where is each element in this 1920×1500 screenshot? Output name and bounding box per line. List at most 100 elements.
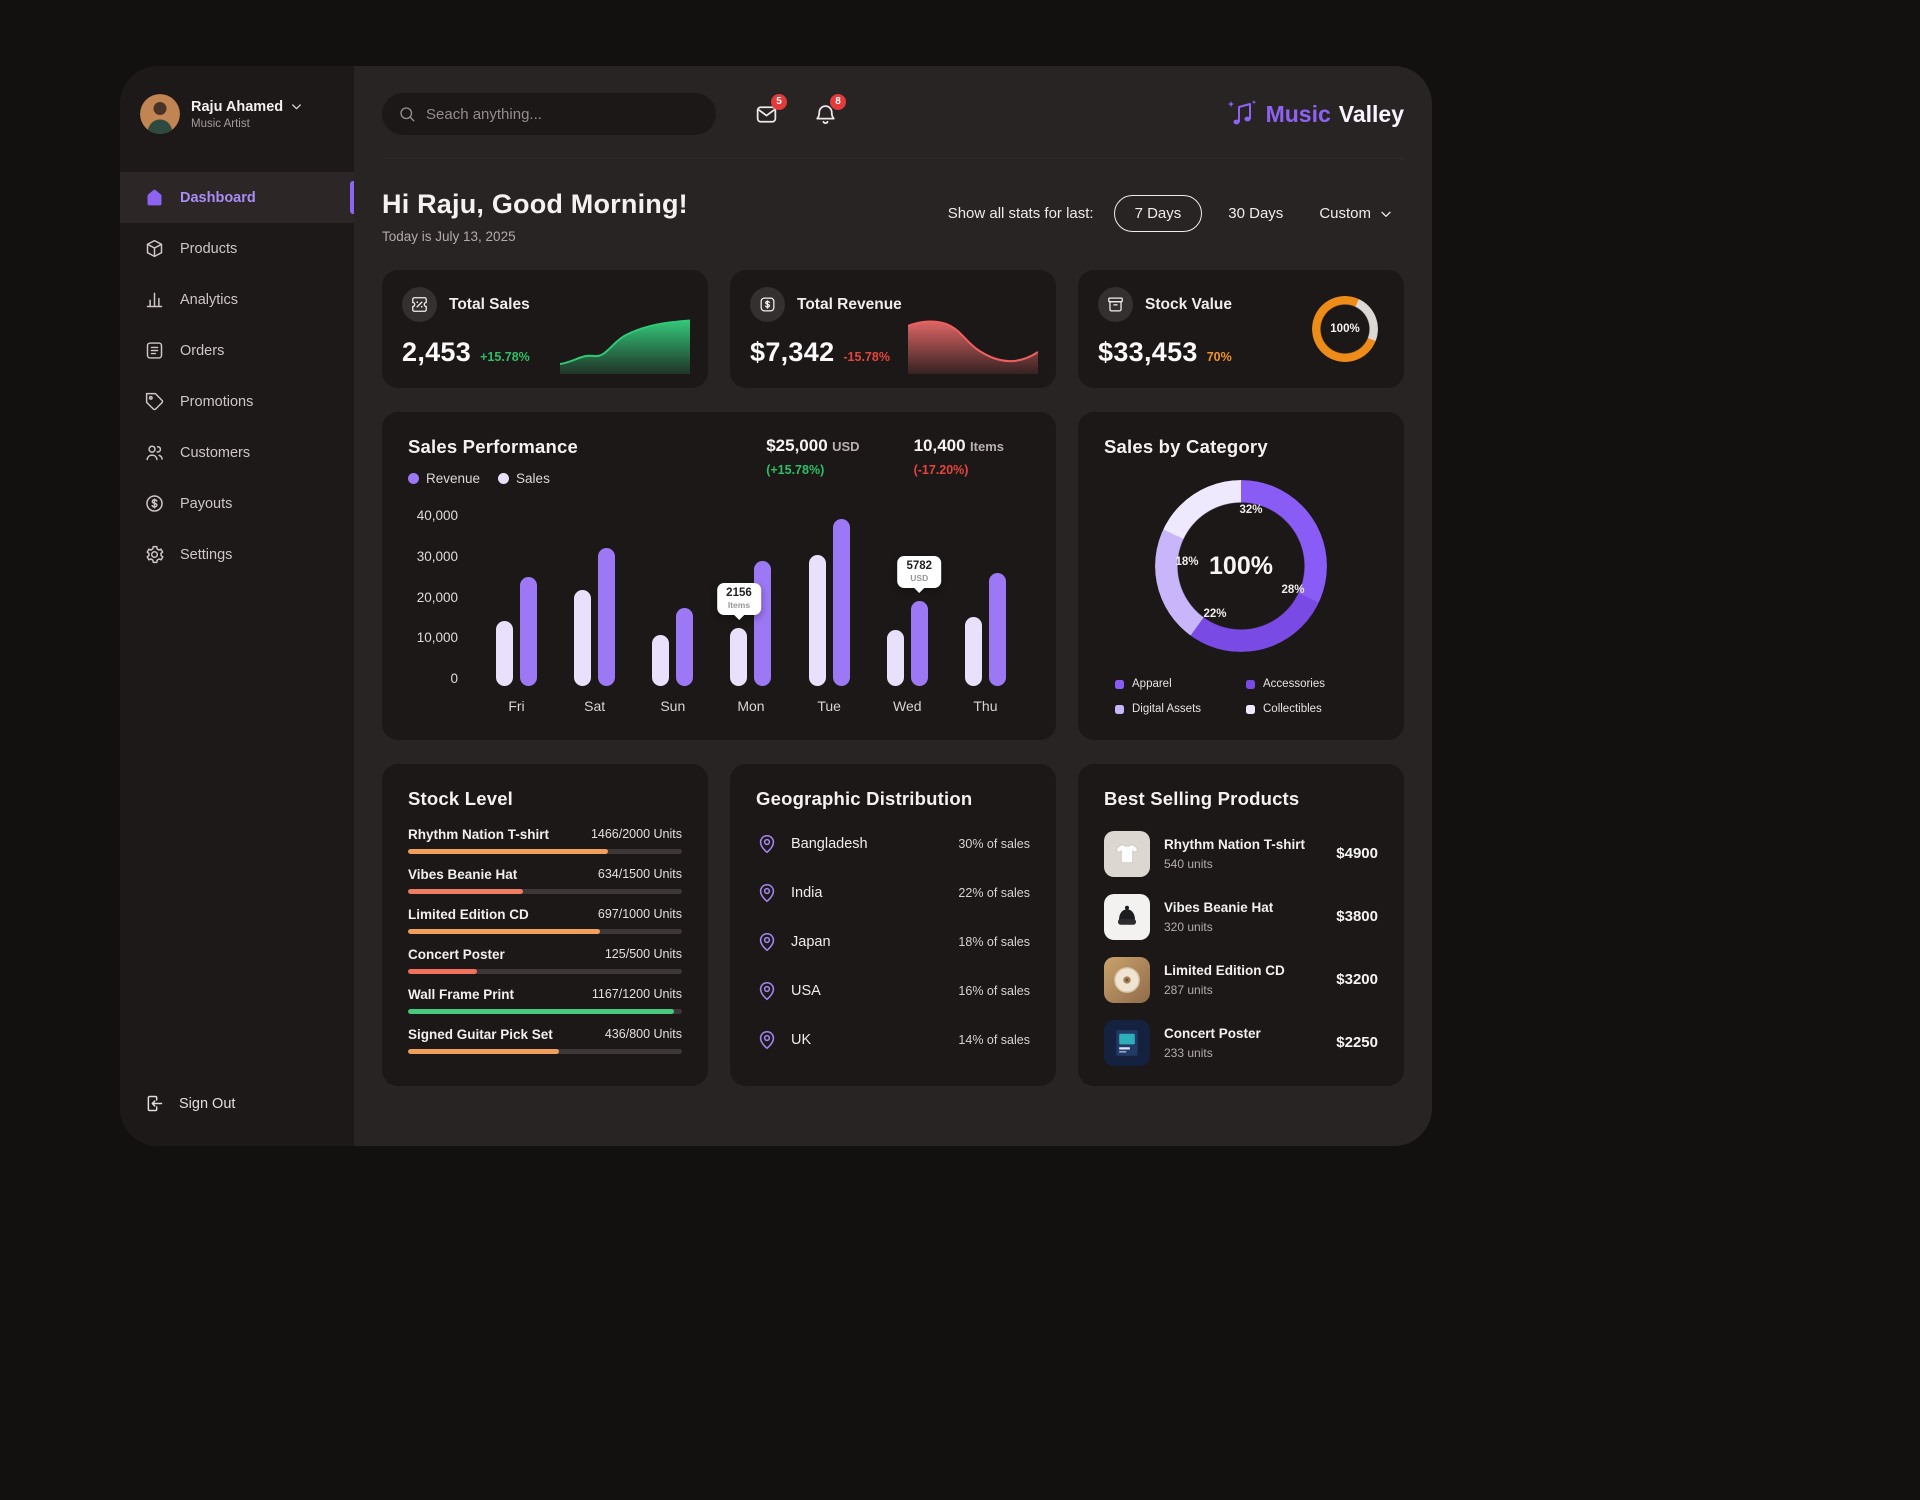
sidebar-item-label: Analytics: [180, 291, 239, 308]
stock-item-units: 125/500 Units: [604, 947, 682, 961]
bar-thu-sales[interactable]: [964, 617, 982, 686]
bar-mon-revenue[interactable]: [754, 561, 772, 686]
stat-title: Stock Value: [1145, 295, 1233, 313]
filter-custom[interactable]: Custom: [1309, 196, 1404, 231]
x-tick-thu: Thu: [973, 698, 998, 714]
discount-ticket-icon: [402, 287, 437, 322]
filter-7-days[interactable]: 7 Days: [1113, 195, 1203, 232]
sales-x-axis: Fri Sat Sun Mon Tue Wed Thu: [472, 698, 1030, 714]
y-tick: 40,000: [416, 508, 458, 523]
location-pin-icon: [756, 833, 778, 855]
y-tick: 0: [450, 671, 458, 686]
bar-thu-revenue[interactable]: [988, 572, 1006, 686]
notifications-button[interactable]: 8: [813, 93, 846, 127]
bar-sat-sales[interactable]: [574, 590, 592, 686]
bar-fri-sales[interactable]: [496, 621, 513, 686]
stock-progress-track: [408, 849, 682, 854]
stock-value-card: Stock Value $33,453 70% 100%: [1078, 270, 1404, 388]
main-content: 5 8 Music Valley Hi Raju, Good Morning! …: [354, 66, 1432, 1146]
bar-wed-revenue[interactable]: [910, 601, 928, 686]
product-price: $3800: [1336, 908, 1378, 925]
sidebar-item-analytics[interactable]: Analytics: [120, 274, 354, 325]
geo-item-japan: Japan 18% of sales: [756, 917, 1030, 966]
stock-item-name: Vibes Beanie Hat: [408, 867, 518, 882]
stock-item-units: 634/1500 Units: [597, 867, 682, 881]
ring-percent-label: 100%: [1330, 323, 1360, 335]
bar-tue-sales[interactable]: [808, 554, 826, 686]
stock-progress-fill: [408, 1049, 559, 1054]
best-selling-item[interactable]: Vibes Beanie Hat 320 units $3800: [1104, 885, 1378, 948]
best-selling-item[interactable]: Rhythm Nation T-shirt 540 units $4900: [1104, 822, 1378, 885]
best-selling-list: Rhythm Nation T-shirt 540 units $4900 Vibes…: [1104, 822, 1378, 1074]
bar-sun-revenue[interactable]: [676, 608, 694, 686]
stock-item-units: 697/1000 Units: [597, 907, 682, 921]
sidebar-item-orders[interactable]: Orders: [120, 325, 354, 376]
geo-share: 30% of sales: [958, 836, 1030, 851]
filter-30-days[interactable]: 30 Days: [1218, 196, 1293, 231]
donut-slice-label-collectibles: 18%: [1175, 556, 1199, 568]
location-pin-icon: [756, 882, 778, 904]
bar-tue-revenue[interactable]: [832, 519, 850, 686]
geo-country: Bangladesh: [791, 835, 868, 852]
best-selling-item[interactable]: Concert Poster 233 units $2250: [1104, 1011, 1378, 1074]
stock-item-units: 436/800 Units: [604, 1027, 682, 1041]
app-logo: Music Valley: [1226, 98, 1404, 130]
logo-text-secondary: Valley: [1338, 100, 1404, 127]
stock-progress-fill: [408, 1009, 674, 1014]
y-tick: 30,000: [416, 548, 458, 564]
sidebar-item-dashboard[interactable]: Dashboard: [120, 172, 354, 223]
category-donut-ring[interactable]: [1155, 480, 1327, 652]
donut-slice-label-accessories: 28%: [1281, 584, 1305, 596]
geo-country: USA: [791, 982, 821, 999]
sidebar-item-promotions[interactable]: Promotions: [120, 376, 354, 427]
total-sales-delta: +15.78%: [480, 350, 530, 364]
sidebar-item-label: Dashboard: [180, 189, 256, 206]
x-tick-sat: Sat: [584, 698, 606, 714]
geo-item-uk: UK 14% of sales: [756, 1015, 1030, 1064]
bar-group-thu: [964, 508, 1006, 686]
stock-item: Rhythm Nation T-shirt 1466/2000 Units: [408, 827, 682, 854]
product-price: $4900: [1336, 845, 1378, 862]
sidebar-item-payouts[interactable]: Payouts: [120, 478, 354, 529]
messages-badge: 5: [771, 93, 787, 110]
search-bar[interactable]: [382, 93, 716, 135]
sidebar-item-products[interactable]: Products: [120, 223, 354, 274]
sidebar-nav: Dashboard Products Analytics Orders Promotio…: [120, 172, 354, 580]
geo-share: 14% of sales: [958, 1032, 1030, 1047]
sign-out-label: Sign Out: [179, 1095, 236, 1112]
sidebar-item-customers[interactable]: Customers: [120, 427, 354, 478]
sign-out-button[interactable]: Sign Out: [120, 1093, 354, 1146]
home-icon: [144, 187, 165, 208]
x-tick-mon: Mon: [737, 698, 765, 714]
bar-sat-revenue[interactable]: [598, 548, 616, 686]
bar-fri-revenue[interactable]: [520, 576, 537, 686]
stock-level-card: Stock Level Rhythm Nation T-shirt 1466/20…: [382, 764, 708, 1086]
category-legend: Apparel Accessories Digital Assets Collecti…: [1115, 678, 1367, 715]
geo-country: UK: [791, 1031, 812, 1048]
stock-item-name: Wall Frame Print: [408, 987, 515, 1002]
box-icon: [144, 238, 165, 259]
location-pin-icon: [756, 980, 778, 1002]
sidebar-item-settings[interactable]: Settings: [120, 529, 354, 580]
bar-group-mon: 2156 Items: [717, 508, 772, 686]
user-profile[interactable]: Raju Ahamed Music Artist: [120, 94, 354, 134]
product-thumbnail-cd: [1104, 956, 1150, 1003]
product-price: $2250: [1336, 1034, 1378, 1051]
legend-revenue: Revenue: [408, 471, 480, 486]
sales-performance-title: Sales Performance: [408, 436, 578, 457]
list-icon: [144, 340, 165, 361]
messages-button[interactable]: 5: [754, 93, 787, 127]
bar-mon-sales[interactable]: [730, 628, 748, 686]
stock-item: Limited Edition CD 697/1000 Units: [408, 907, 682, 934]
bar-sun-sales[interactable]: [652, 634, 670, 686]
total-sales-card: Total Sales 2,453 +15.78%: [382, 270, 708, 388]
bar-wed-sales[interactable]: [886, 630, 904, 686]
search-input[interactable]: [426, 105, 700, 123]
best-selling-item[interactable]: Limited Edition CD 287 units $3200: [1104, 948, 1378, 1011]
product-thumbnail-tshirt: [1104, 830, 1150, 877]
progress-ring: [1312, 296, 1378, 362]
chevron-down-icon[interactable]: [289, 99, 304, 114]
sidebar-item-label: Products: [180, 240, 238, 257]
legend-sales: Sales: [498, 471, 550, 486]
stock-value-delta: 70%: [1206, 350, 1232, 364]
